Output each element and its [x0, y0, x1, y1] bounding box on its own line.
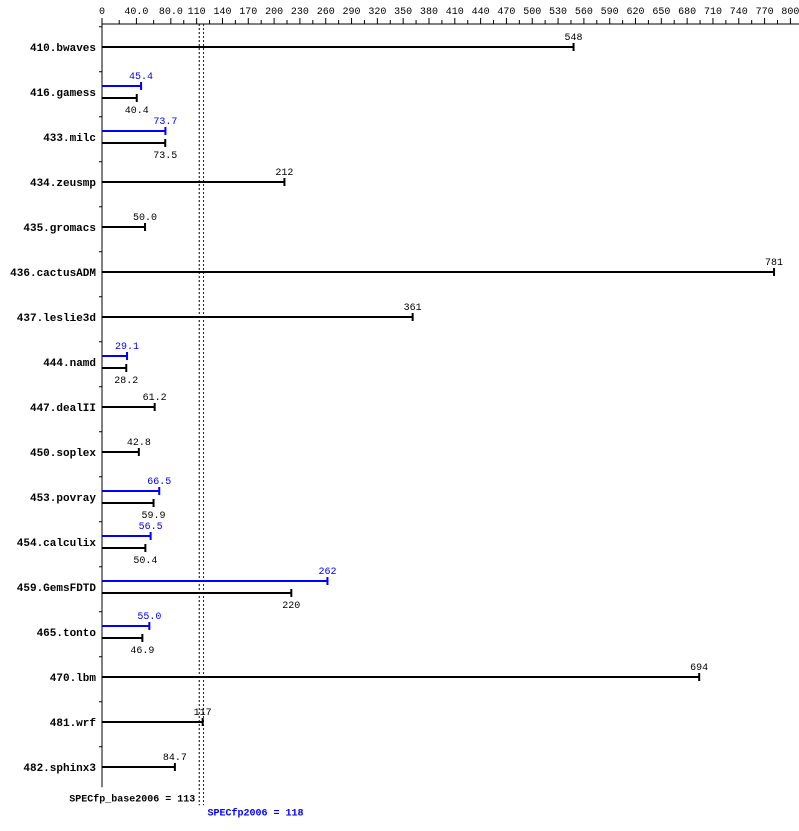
peak-bar-value: 55.0 — [137, 612, 161, 623]
spec-benchmark-chart: 0 40.0 80.0 110 140 170 200 230 260 290 320 350 380 4… — [0, 0, 799, 831]
axis-tick-label: 380 — [420, 7, 438, 18]
benchmark-label: 433.milc — [43, 133, 96, 145]
axis-tick-label: 590 — [601, 7, 619, 18]
peak-bar-value: 56.5 — [139, 522, 163, 533]
base-bar-value: 61.2 — [143, 393, 167, 404]
axis-tick-label: 110 — [188, 7, 206, 18]
axis-tick-label: 800 — [781, 7, 799, 18]
base-bar-value: 548 — [565, 33, 583, 44]
axis-tick-label: 200 — [265, 7, 283, 18]
axis-tick-label: 410 — [446, 7, 464, 18]
base-bar-value: 117 — [194, 708, 212, 719]
benchmark-label: 444.namd — [43, 358, 96, 370]
axis-tick-label: 0 — [99, 7, 105, 18]
benchmark-label: 454.calculix — [17, 538, 97, 550]
base-bar-value: 50.4 — [133, 556, 157, 567]
base-bar-value: 42.8 — [127, 438, 151, 449]
benchmark-label: 482.sphinx3 — [23, 763, 96, 775]
benchmark-label: 453.povray — [30, 493, 96, 505]
base-bar-value: 40.4 — [125, 106, 149, 117]
axis-tick-label: 230 — [291, 7, 309, 18]
benchmark-label: 447.dealII — [30, 403, 96, 415]
axis-tick-label: 770 — [756, 7, 774, 18]
axis-tick-label: 80.0 — [159, 7, 183, 18]
axis-tick-label: 680 — [678, 7, 696, 18]
axis-tick-label: 170 — [239, 7, 257, 18]
axis-tick-label: 650 — [652, 7, 670, 18]
axis-tick-label: 290 — [343, 7, 361, 18]
base-bar-value: 50.0 — [133, 213, 157, 224]
benchmark-label: 410.bwaves — [30, 43, 96, 55]
axis-tick-label: 320 — [368, 7, 386, 18]
benchmark-label: 416.gamess — [30, 88, 96, 100]
reference-label: SPECfp2006 = 118 — [208, 807, 304, 819]
peak-bar-value: 262 — [318, 567, 336, 578]
axis-tick-label: 530 — [549, 7, 567, 18]
axis-tick-label: 710 — [704, 7, 722, 18]
axis-tick-label: 740 — [730, 7, 748, 18]
benchmark-label: 465.tonto — [37, 628, 97, 640]
axis-tick-label: 260 — [317, 7, 335, 18]
axis-tick-label: 440 — [472, 7, 490, 18]
axis-tick-label: 470 — [497, 7, 515, 18]
base-bar-value: 28.2 — [114, 376, 138, 387]
benchmark-label: 435.gromacs — [23, 223, 96, 235]
benchmark-label: 436.cactusADM — [10, 268, 96, 280]
benchmark-label: 459.GemsFDTD — [17, 583, 97, 595]
axis-tick-label: 500 — [523, 7, 541, 18]
axis-tick-label: 350 — [394, 7, 412, 18]
benchmark-label: 437.leslie3d — [17, 313, 96, 325]
peak-bar-value: 45.4 — [129, 72, 153, 83]
base-bar-value: 212 — [275, 168, 293, 179]
base-bar-value: 694 — [690, 663, 708, 674]
benchmark-label: 434.zeusmp — [30, 178, 96, 190]
base-bar-value: 73.5 — [153, 151, 177, 162]
base-bar-value: 361 — [404, 303, 422, 314]
benchmark-label: 481.wrf — [50, 718, 97, 730]
benchmark-label: 450.soplex — [30, 448, 96, 460]
peak-bar-value: 29.1 — [115, 342, 139, 353]
peak-bar-value: 73.7 — [153, 117, 177, 128]
axis-tick-label: 40.0 — [124, 7, 148, 18]
base-bar-value: 781 — [765, 258, 783, 269]
base-bar-value: 84.7 — [163, 753, 187, 764]
axis-tick-label: 560 — [575, 7, 593, 18]
peak-bar-value: 66.5 — [147, 477, 171, 488]
chart-background — [0, 0, 799, 831]
base-bar-value: 220 — [282, 601, 300, 612]
reference-label: SPECfp_base2006 = 113 — [69, 793, 195, 805]
axis-tick-label: 140 — [213, 7, 231, 18]
axis-tick-label: 620 — [626, 7, 644, 18]
base-bar-value: 59.9 — [142, 511, 166, 522]
base-bar-value: 46.9 — [130, 646, 154, 657]
benchmark-label: 470.lbm — [50, 673, 97, 685]
